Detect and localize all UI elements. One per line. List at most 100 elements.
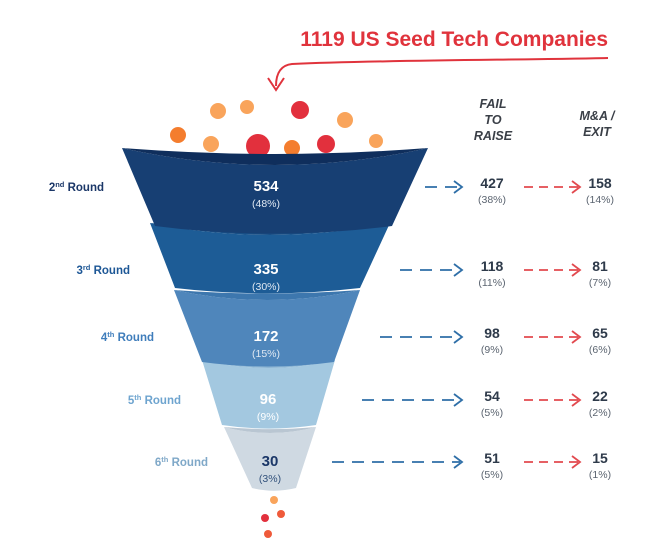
funnel-dot <box>264 530 272 538</box>
fail-header-line: FAIL <box>479 97 506 111</box>
round-suffix: th <box>134 393 141 402</box>
title-label: US Seed Tech Companies <box>345 28 608 51</box>
fail-percent: (38%) <box>478 194 506 206</box>
fail-arrow-head <box>453 393 464 407</box>
fail-count: 54 <box>484 388 500 404</box>
title-text: 1119 US Seed Tech Companies <box>300 28 608 51</box>
funnel-dot <box>291 101 309 119</box>
fail-arrow-head <box>453 180 464 194</box>
funnel-band-rim <box>122 148 428 165</box>
fail-arrow-head <box>453 330 464 344</box>
round-word: Round <box>90 265 130 277</box>
round-suffix: rd <box>83 263 91 272</box>
title: 1119 US Seed Tech Companies <box>300 28 608 51</box>
title-number: 1119 <box>300 28 344 51</box>
funnel-percent: (9%) <box>257 411 279 423</box>
exit-arrow-head <box>571 330 582 344</box>
round-ordinal: 5 <box>128 395 135 407</box>
round-ordinal: 3 <box>76 265 82 277</box>
round-suffix: th <box>161 455 168 464</box>
funnel-band <box>174 290 360 367</box>
funnel-count: 534 <box>253 178 279 195</box>
fail-arrow-head <box>453 263 464 277</box>
funnel-dot <box>277 510 285 518</box>
fail-header-line: RAISE <box>474 129 513 143</box>
fail-percent: (5%) <box>481 407 503 419</box>
exit-count: 81 <box>592 258 608 274</box>
funnel-count: 335 <box>253 261 278 278</box>
funnel-band-rim <box>224 427 316 433</box>
funnel-dot <box>270 496 278 504</box>
fail-percent: (9%) <box>481 344 503 356</box>
funnel-dot <box>369 134 383 148</box>
fail-count: 427 <box>480 175 504 191</box>
round-row: 5th Round 96 (9%) 54 (5%) 22 (2%) <box>128 388 611 423</box>
exit-header: M&A / EXIT <box>580 109 616 139</box>
exit-arrow-head <box>571 180 582 194</box>
exit-percent: (7%) <box>589 277 611 289</box>
funnel-band-body <box>150 223 390 294</box>
fail-header-line: TO <box>484 113 501 127</box>
funnel-band-body <box>122 148 428 234</box>
funnel-dot <box>284 140 300 156</box>
funnel-band <box>224 427 316 491</box>
round-row: 4th Round 172 (15%) 98 (9%) 65 (6%) <box>101 325 611 360</box>
exit-percent: (1%) <box>589 469 611 481</box>
round-suffix: th <box>107 330 114 339</box>
funnel-dot <box>317 135 335 153</box>
round-ordinal: 2 <box>49 182 55 194</box>
funnel-dot <box>337 112 353 128</box>
round-label: 5th Round <box>128 393 181 407</box>
funnel-band-body <box>174 290 360 367</box>
round-label: 3rd Round <box>76 263 130 277</box>
round-row: 2nd Round 534 (48%) 427 (38%) 158 (14%) <box>49 175 614 210</box>
funnel-percent: (48%) <box>252 198 280 210</box>
exit-header-line: EXIT <box>583 125 612 139</box>
round-suffix: nd <box>55 180 65 189</box>
exit-count: 158 <box>588 175 612 191</box>
funnel-band-body <box>224 427 316 491</box>
fail-count: 98 <box>484 325 500 341</box>
round-row: 6th Round 30 (3%) 51 (5%) 15 (1%) <box>155 450 611 485</box>
funnel-count: 172 <box>253 328 278 345</box>
exit-header-line: M&A / <box>580 109 616 123</box>
round-row: 3rd Round 335 (30%) 118 (11%) 81 (7%) <box>76 258 611 293</box>
exit-arrow-head <box>571 263 582 277</box>
funnel-dot <box>170 127 186 143</box>
funnel-count: 30 <box>262 453 279 470</box>
round-word: Round <box>114 332 154 344</box>
exit-arrow-head <box>571 455 582 469</box>
exit-count: 65 <box>592 325 608 341</box>
round-word: Round <box>168 457 208 469</box>
round-ordinal: 4 <box>101 332 108 344</box>
round-word: Round <box>64 182 104 194</box>
exit-count: 15 <box>592 450 608 466</box>
title-pointer-arrowhead <box>267 77 285 92</box>
funnel-dot <box>240 100 254 114</box>
round-label: 6th Round <box>155 455 208 469</box>
exit-count: 22 <box>592 388 608 404</box>
fail-count: 118 <box>481 258 504 274</box>
round-label: 4th Round <box>101 330 154 344</box>
exit-percent: (6%) <box>589 344 611 356</box>
round-ordinal: 6 <box>155 457 161 469</box>
funnel-band-body <box>202 360 335 429</box>
title-pointer-arrow <box>275 57 609 87</box>
round-word: Round <box>141 395 181 407</box>
fail-percent: (5%) <box>481 469 503 481</box>
round-label: 2nd Round <box>49 180 104 194</box>
funnel-band <box>122 148 428 234</box>
funnel-percent: (30%) <box>252 281 280 293</box>
funnel-dots <box>170 100 383 538</box>
funnel-dot <box>246 134 270 158</box>
funnel-percent: (3%) <box>259 473 281 485</box>
fail-header: FAIL TO RAISE <box>474 97 513 143</box>
funnel-dot <box>261 514 269 522</box>
funnel-band-rim <box>174 290 360 300</box>
exit-percent: (14%) <box>586 194 614 206</box>
funnel-percent: (15%) <box>252 348 280 360</box>
fail-percent: (11%) <box>478 277 505 289</box>
exit-arrow-head <box>571 393 582 407</box>
funnel-dot <box>203 136 219 152</box>
fail-arrow-head <box>453 455 464 469</box>
